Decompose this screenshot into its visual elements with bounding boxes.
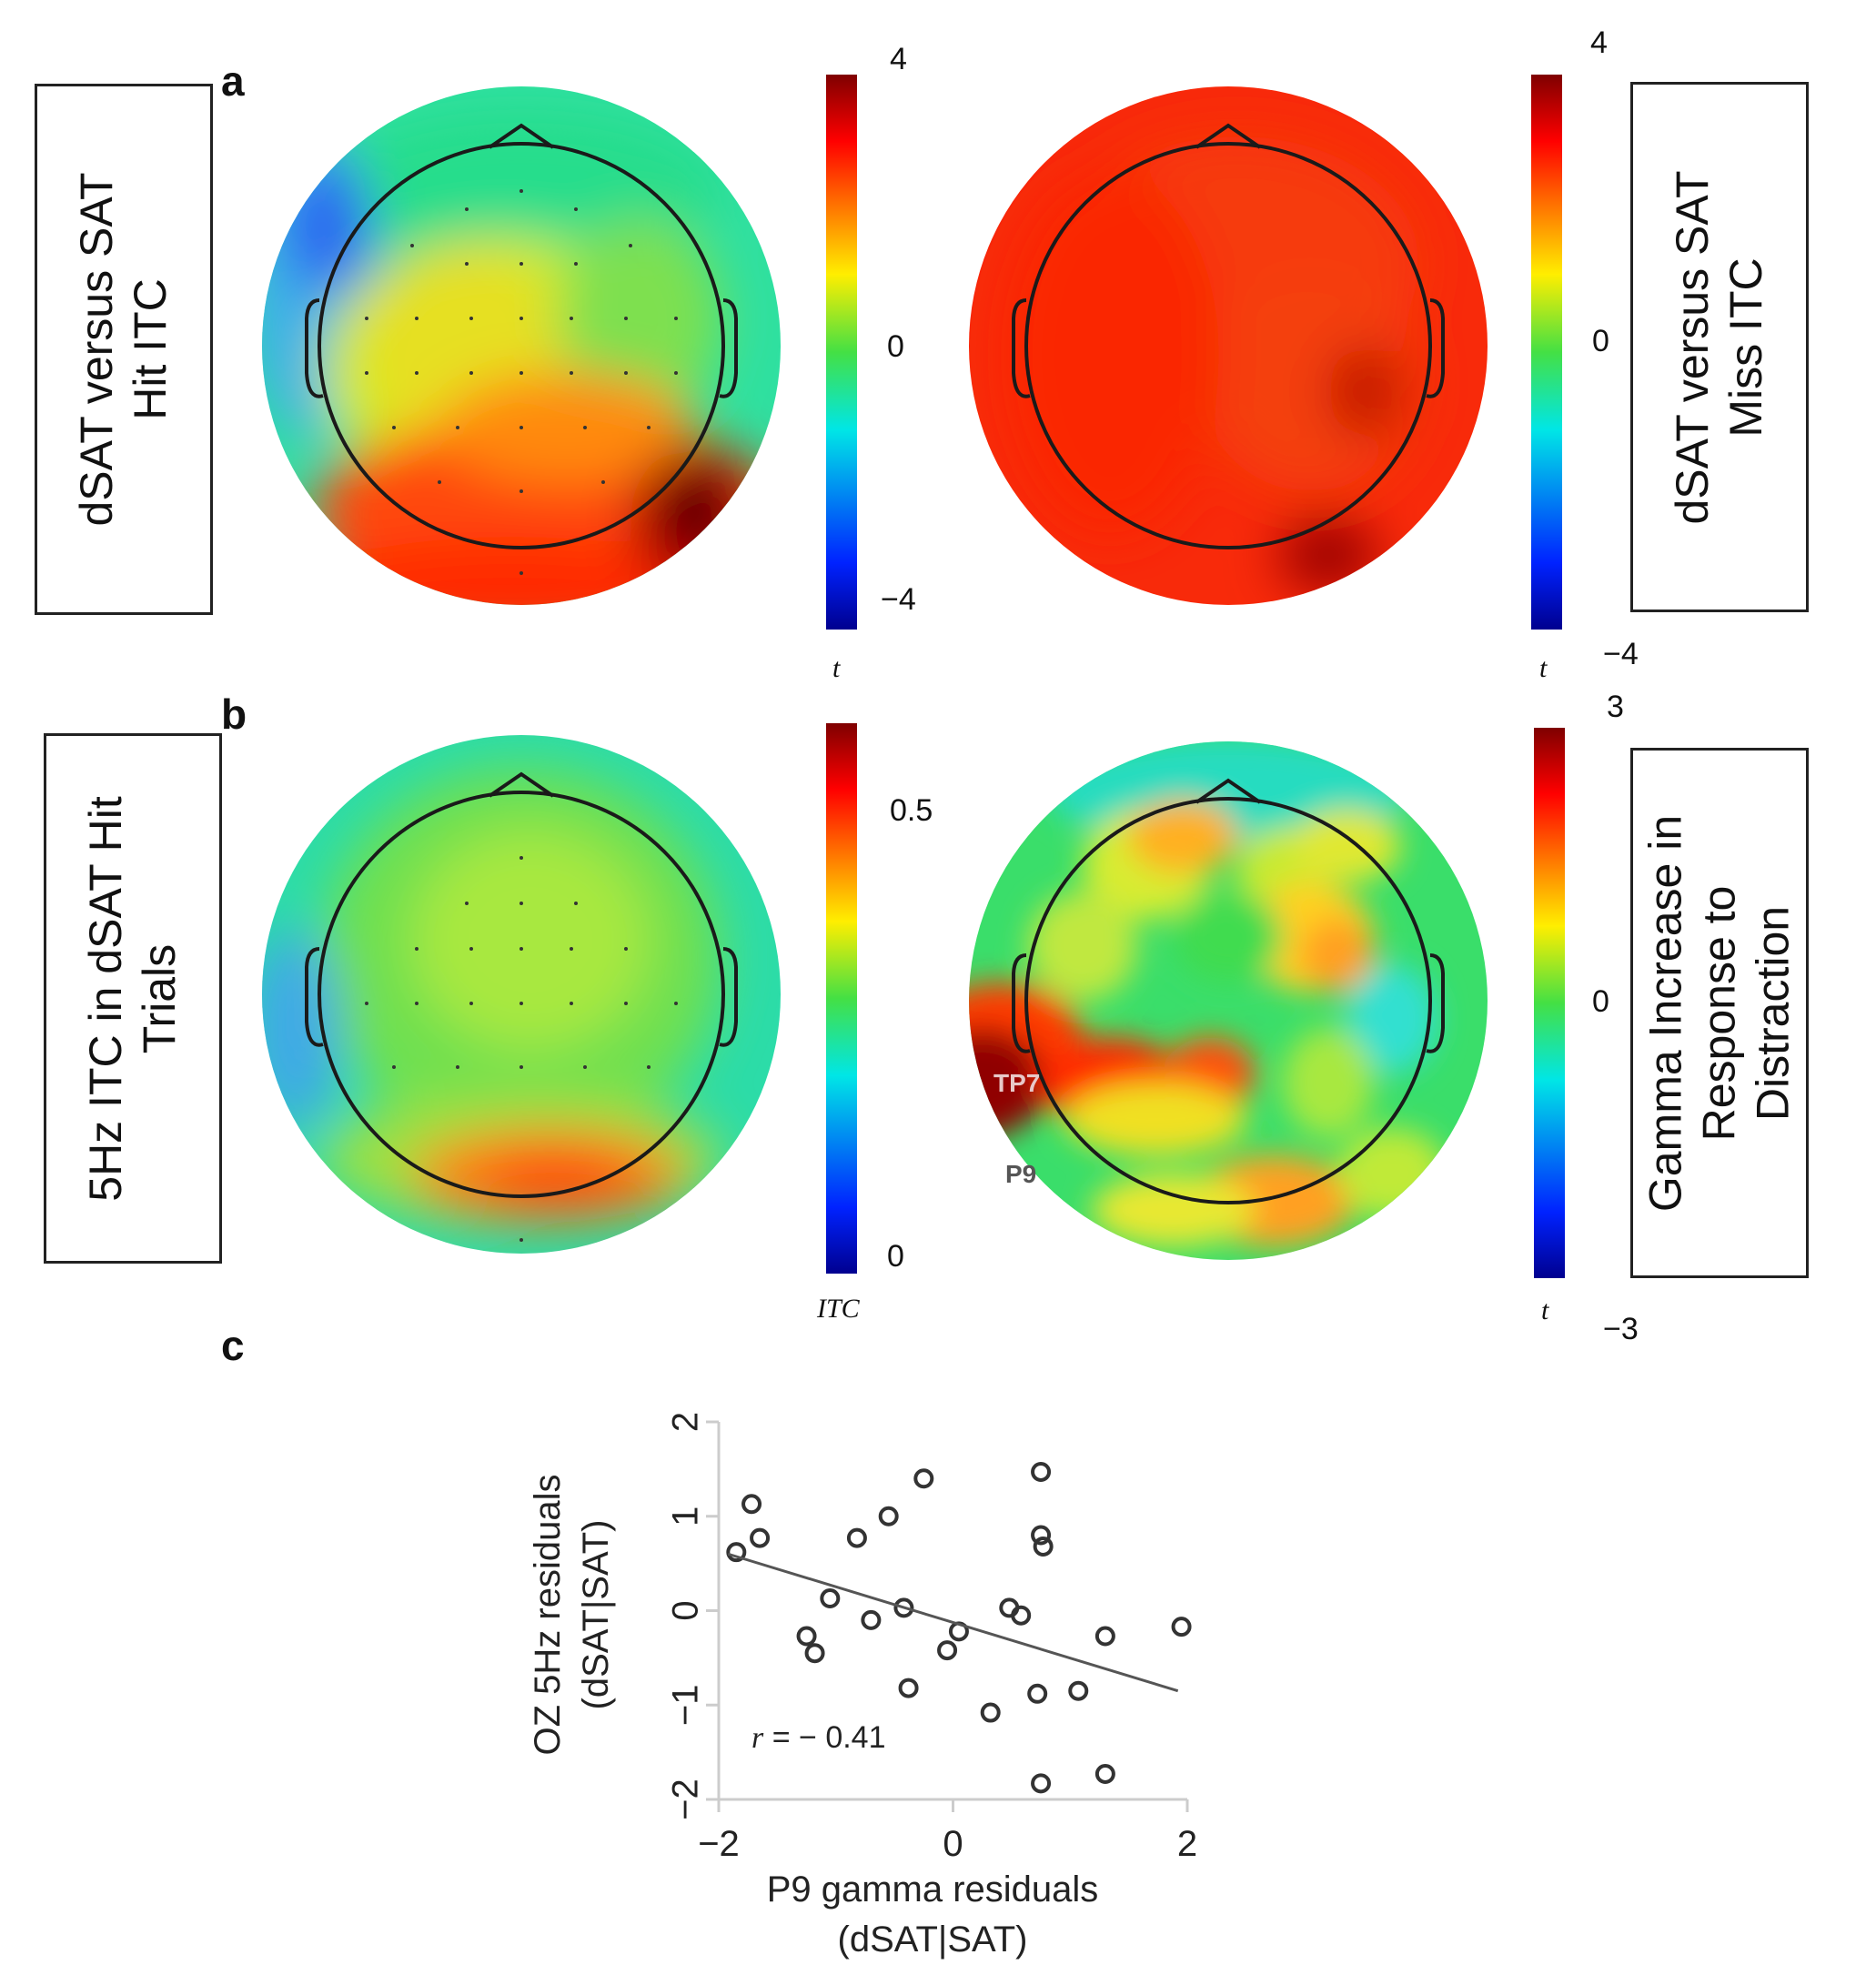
colorbar-a-right-mid: 0	[1592, 324, 1609, 358]
r-value: = − 0.41	[763, 1720, 885, 1755]
r-symbol: r	[751, 1721, 764, 1755]
scatter-point	[1068, 1680, 1089, 1701]
scatter-point	[1031, 1461, 1052, 1482]
electrode-dots	[365, 189, 678, 575]
scatter-point	[1033, 1536, 1054, 1557]
colorbar-a-right-max: 4	[1590, 25, 1608, 60]
y-tick-label: 0	[666, 1600, 706, 1620]
scatter-point	[846, 1527, 867, 1548]
scatter-point	[878, 1506, 899, 1527]
scatter-point	[796, 1626, 817, 1647]
label-line: Miss ITC	[1720, 257, 1771, 438]
correlation-annotation: r = − 0.41	[751, 1720, 885, 1755]
y-axis-label-line2: (dSAT|SAT)	[576, 1520, 616, 1710]
panel-a-left-label-box: dSAT versus SAT Hit ITC	[35, 84, 213, 615]
scatter-point	[913, 1468, 934, 1489]
colorbar-a-left-unit: t	[832, 653, 841, 683]
label-line: dSAT versus SAT	[1667, 169, 1718, 525]
scatter-point	[980, 1702, 1001, 1723]
label-line: Trials	[134, 943, 185, 1053]
colorbar-a-right	[1531, 75, 1562, 630]
x-axis-label-line2: (dSAT|SAT)	[838, 1920, 1028, 1960]
scatter-point	[726, 1542, 747, 1563]
panel-a-left-label: dSAT versus SAT Hit ITC	[70, 172, 177, 526]
topomap-a-hit-itc	[262, 86, 781, 605]
panel-b-left-label: 5Hz ITC in dSAT Hit Trials	[79, 796, 187, 1201]
y-axis-label-line1: OZ 5Hz residuals	[528, 1475, 568, 1756]
colorbar-b-left	[826, 723, 857, 1274]
scatter-point	[820, 1588, 841, 1609]
x-tick-label: 2	[1177, 1824, 1197, 1864]
axes: −2 −1 0 1 2 −2 0 2	[666, 1412, 1198, 1864]
y-tick-label: 1	[666, 1506, 706, 1527]
colorbar-b-right-min: −3	[1603, 1312, 1639, 1346]
panel-a-right-label: dSAT versus SAT Miss ITC	[1666, 170, 1773, 524]
scatter-chart: −2 −1 0 1 2 −2 0 2 r = − 0.41 P9 gamma residual…	[528, 1412, 1198, 1960]
scatter-point	[898, 1678, 919, 1698]
scatter-point	[937, 1640, 958, 1661]
colorbar-a-right-unit: t	[1539, 653, 1548, 683]
topomap-b-gamma: TP7 P9	[969, 741, 1488, 1260]
label-line: Response to	[1693, 885, 1745, 1141]
colorbar-b-left-unit: ITC	[817, 1294, 860, 1324]
scatter-point	[861, 1609, 882, 1630]
label-line: 5Hz ITC in dSAT Hit	[80, 795, 131, 1202]
fit-line	[727, 1552, 1179, 1693]
colorbar-b-right	[1534, 728, 1565, 1278]
colorbar-a-left-max: 4	[890, 42, 907, 76]
scatter-point	[750, 1527, 771, 1548]
colorbar-b-right-max: 3	[1607, 690, 1624, 724]
label-line: Distraction	[1747, 905, 1799, 1121]
panel-a-right-label-box: dSAT versus SAT Miss ITC	[1630, 82, 1809, 612]
panel-b-left-label-box: 5Hz ITC in dSAT Hit Trials	[44, 733, 222, 1264]
scatter-point	[804, 1643, 825, 1664]
scatter-point	[741, 1494, 762, 1515]
colorbar-b-right-unit: t	[1541, 1295, 1549, 1325]
panel-b-right-label-box: Gamma Increase in Response to Distractio…	[1630, 748, 1809, 1278]
panel-b-right-label: Gamma Increase in Response to Distractio…	[1639, 814, 1800, 1211]
scatter-point	[1027, 1683, 1048, 1704]
colorbar-a-right-min: −4	[1603, 637, 1639, 671]
scatter-point	[1011, 1605, 1032, 1626]
scatter-point	[1031, 1773, 1052, 1794]
colorbar-b-right-mid: 0	[1592, 984, 1609, 1019]
label-line: Hit ITC	[125, 278, 176, 420]
y-tick-label: −1	[666, 1684, 706, 1726]
colorbar-b-left-min: 0	[887, 1239, 904, 1274]
x-axis-label-line1: P9 gamma residuals	[767, 1869, 1099, 1909]
electrode-label-tp7: TP7	[993, 1069, 1040, 1097]
panel-letter-c: c	[221, 1322, 245, 1369]
y-tick-label: 2	[666, 1412, 706, 1432]
colorbar-a-left-min: −4	[881, 582, 916, 617]
scatter-point	[1094, 1626, 1115, 1647]
scatter-point	[893, 1597, 914, 1618]
scatter-points	[726, 1461, 1192, 1794]
colorbar-a-left-mid: 0	[887, 329, 904, 364]
scatter-point	[1031, 1525, 1052, 1546]
panel-letter-b: b	[221, 690, 247, 738]
colorbar-a-left	[826, 75, 857, 630]
scatter-point	[1171, 1617, 1192, 1637]
electrode-label-p9: P9	[1005, 1160, 1036, 1188]
topomap-a-miss-itc	[969, 86, 1488, 605]
label-line: dSAT versus SAT	[71, 172, 122, 527]
x-tick-label: 0	[943, 1824, 963, 1864]
panel-letter-a: a	[221, 57, 245, 105]
label-line: Gamma Increase in	[1639, 814, 1691, 1212]
topomap-b-5hz-itc	[262, 735, 781, 1254]
x-tick-label: −2	[698, 1824, 740, 1864]
y-tick-label: −2	[666, 1778, 706, 1820]
colorbar-b-left-max: 0.5	[890, 793, 933, 828]
scatter-point	[1094, 1763, 1115, 1784]
